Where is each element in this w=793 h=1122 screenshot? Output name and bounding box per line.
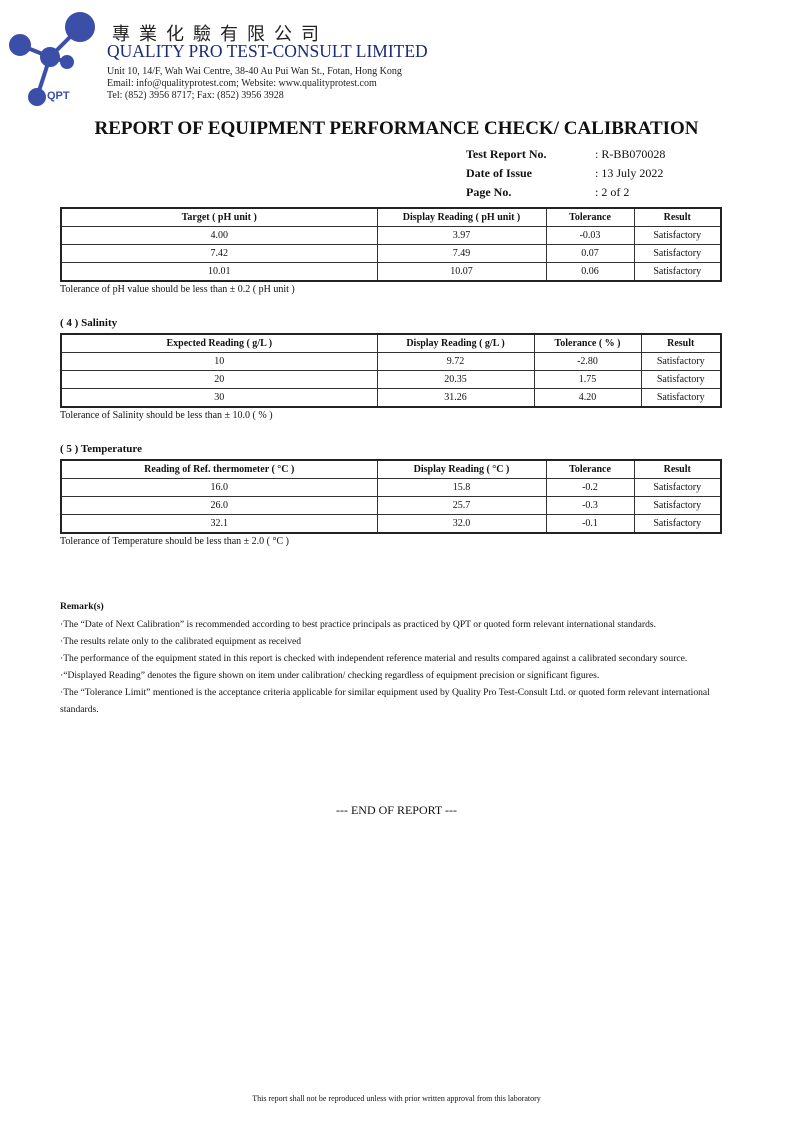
col-header: Expected Reading ( g/L )	[60, 333, 378, 353]
table-row: 4.00 3.97 -0.03 Satisfactory	[60, 226, 722, 245]
cell: 32.0	[376, 514, 547, 534]
meta-label: Page No.	[466, 185, 512, 199]
table-row: 26.0 25.7 -0.3 Satisfactory	[60, 496, 722, 515]
cell: 0.06	[545, 262, 635, 282]
footer-note: This report shall not be reproduced unle…	[252, 1094, 541, 1103]
end-of-report: --- END OF REPORT ---	[335, 803, 458, 817]
meta-label: Date of Issue	[466, 166, 532, 180]
cell: 1.75	[533, 370, 642, 389]
cell: 20.35	[376, 370, 535, 389]
temperature-table: Reading of Ref. thermometer ( °C ) Displa…	[60, 459, 722, 534]
cell: Satisfactory	[633, 262, 722, 282]
cell: 26.0	[60, 496, 378, 515]
meta-value: : R-BB070028	[595, 147, 666, 161]
company-chinese-name: 專業化驗有限公司	[112, 24, 328, 44]
remarks-heading: Remark(s)	[60, 601, 104, 612]
cell: 32.1	[60, 514, 378, 534]
salinity-note: Tolerance of Salinity should be less tha…	[60, 410, 273, 421]
col-header: Result	[640, 333, 722, 353]
cell: 10	[60, 352, 378, 371]
salinity-table: Expected Reading ( g/L ) Display Reading …	[60, 333, 722, 408]
cell: Satisfactory	[633, 496, 722, 515]
remark-item: ·“Displayed Reading” denotes the figure …	[60, 670, 600, 681]
table-row: 10 9.72 -2.80 Satisfactory	[60, 352, 722, 371]
cell: 15.8	[376, 478, 547, 497]
remarks-list: ·The “Date of Next Calibration” is recom…	[60, 616, 730, 718]
cell: 20	[60, 370, 378, 389]
cell: Satisfactory	[640, 388, 722, 408]
cell: 4.00	[60, 226, 378, 245]
col-header: Display Reading ( pH unit )	[376, 207, 547, 227]
col-header: Result	[633, 207, 722, 227]
temperature-note: Tolerance of Temperature should be less …	[60, 536, 289, 547]
qpt-logo: QPT	[9, 12, 95, 106]
ph-table: Target ( pH unit ) Display Reading ( pH u…	[60, 207, 722, 282]
col-header: Tolerance ( % )	[533, 333, 642, 353]
company-name: QUALITY PRO TEST-CONSULT LIMITED	[107, 41, 428, 61]
logo-text: QPT	[47, 90, 70, 102]
table-row: 16.0 15.8 -0.2 Satisfactory	[60, 478, 722, 497]
cell: Satisfactory	[633, 244, 722, 263]
table-row: 20 20.35 1.75 Satisfactory	[60, 370, 722, 389]
remark-item: ·The performance of the equipment stated…	[60, 653, 688, 664]
company-address: Unit 10, 14/F, Wah Wai Centre, 38-40 Au …	[107, 66, 402, 77]
cell: -0.3	[545, 496, 635, 515]
cell: 10.07	[376, 262, 547, 282]
cell: 16.0	[60, 478, 378, 497]
col-header: Result	[633, 459, 722, 479]
cell: -0.1	[545, 514, 635, 534]
col-header: Tolerance	[545, 207, 635, 227]
company-contact: Email: info@qualityprotest.com; Website:…	[107, 78, 377, 89]
cell: 7.42	[60, 244, 378, 263]
salinity-heading: ( 4 ) Salinity	[60, 317, 118, 329]
company-phone: Tel: (852) 3956 8717; Fax: (852) 3956 39…	[107, 90, 284, 101]
cell: -0.03	[545, 226, 635, 245]
cell: 4.20	[533, 388, 642, 408]
meta-value: : 13 July 2022	[595, 166, 664, 180]
table-row: 7.42 7.49 0.07 Satisfactory	[60, 244, 722, 263]
col-header: Display Reading ( °C )	[376, 459, 547, 479]
cell: 0.07	[545, 244, 635, 263]
remark-item: ·The results relate only to the calibrat…	[60, 636, 302, 647]
cell: 25.7	[376, 496, 547, 515]
cell: -0.2	[545, 478, 635, 497]
cell: Satisfactory	[633, 478, 722, 497]
cell: -2.80	[533, 352, 642, 371]
cell: 10.01	[60, 262, 378, 282]
meta-value: : 2 of 2	[595, 185, 630, 199]
cell: Satisfactory	[633, 226, 722, 245]
temperature-heading: ( 5 ) Temperature	[60, 443, 142, 455]
remark-item: ·The “Tolerance Limit” mentioned is the …	[60, 687, 710, 715]
table-row: 32.1 32.0 -0.1 Satisfactory	[60, 514, 722, 534]
table-row: 30 31.26 4.20 Satisfactory	[60, 388, 722, 408]
cell: 7.49	[376, 244, 547, 263]
cell: 30	[60, 388, 378, 408]
cell: 3.97	[376, 226, 547, 245]
table-row: 10.01 10.07 0.06 Satisfactory	[60, 262, 722, 282]
cell: 31.26	[376, 388, 535, 408]
col-header: Target ( pH unit )	[60, 207, 378, 227]
col-header: Tolerance	[545, 459, 635, 479]
ph-note: Tolerance of pH value should be less tha…	[60, 284, 295, 295]
cell: 9.72	[376, 352, 535, 371]
cell: Satisfactory	[633, 514, 722, 534]
report-title: REPORT OF EQUIPMENT PERFORMANCE CHECK/ C…	[94, 118, 699, 139]
col-header: Reading of Ref. thermometer ( °C )	[60, 459, 378, 479]
meta-label: Test Report No.	[466, 147, 547, 161]
cell: Satisfactory	[640, 370, 722, 389]
remark-item: ·The “Date of Next Calibration” is recom…	[60, 619, 657, 630]
cell: Satisfactory	[640, 352, 722, 371]
col-header: Display Reading ( g/L )	[376, 333, 535, 353]
